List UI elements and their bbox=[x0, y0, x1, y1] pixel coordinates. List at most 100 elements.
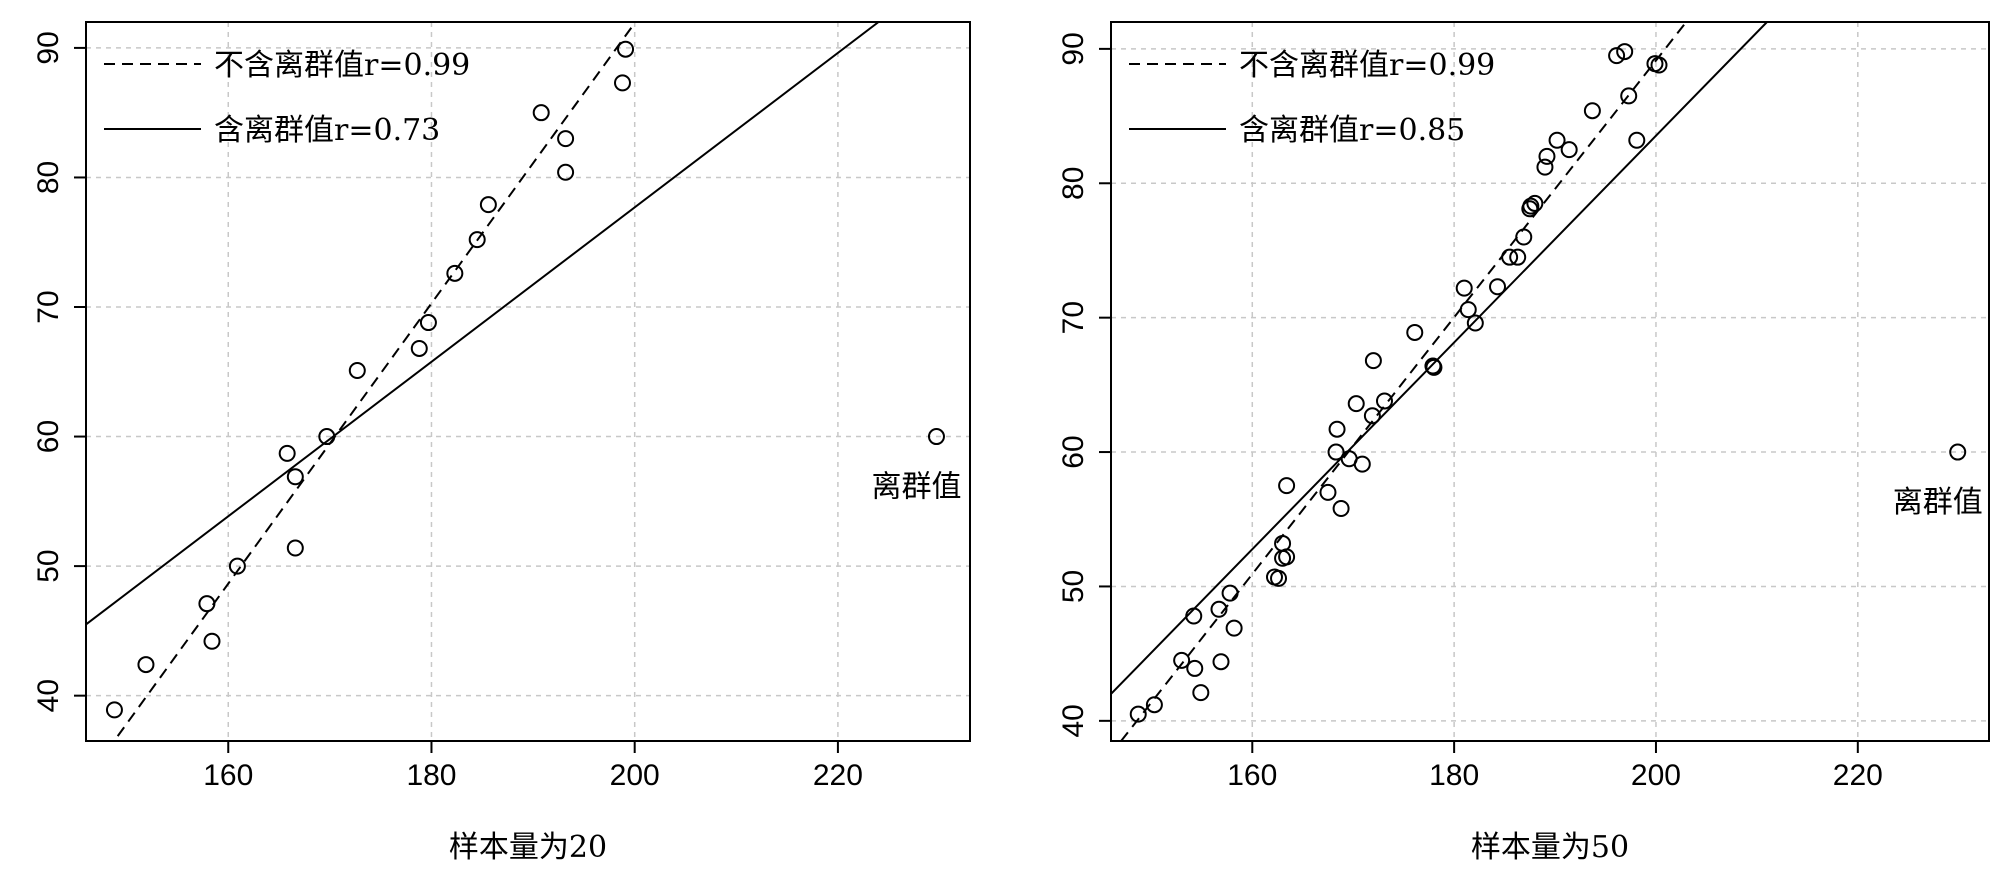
x-tick-label: 220 bbox=[813, 759, 863, 792]
legend-label: 不含离群值r=0.99 bbox=[214, 48, 470, 83]
y-tick-label: 80 bbox=[1057, 167, 1090, 200]
data-point bbox=[1501, 248, 1519, 266]
legend-label: 含离群值r=0.73 bbox=[214, 113, 440, 148]
data-point bbox=[446, 264, 464, 282]
data-point bbox=[1620, 87, 1638, 105]
data-point bbox=[1129, 705, 1147, 723]
legend-label: 含离群值r=0.85 bbox=[1239, 113, 1465, 148]
data-point bbox=[1332, 500, 1350, 518]
data-point bbox=[1363, 407, 1381, 425]
data-point bbox=[1347, 395, 1365, 413]
data-point bbox=[1185, 607, 1203, 625]
data-point bbox=[1186, 659, 1204, 677]
plot-frame bbox=[85, 21, 971, 742]
data-point bbox=[1327, 443, 1345, 461]
y-tick-label: 80 bbox=[32, 161, 65, 194]
data-point bbox=[1210, 600, 1228, 618]
data-point bbox=[1509, 248, 1527, 266]
data-point bbox=[1608, 47, 1626, 65]
outlier-annotation: 离群值 bbox=[871, 470, 961, 505]
data-point bbox=[1270, 569, 1288, 587]
data-point bbox=[1319, 483, 1337, 501]
y-tick-label: 70 bbox=[32, 290, 65, 323]
data-point bbox=[1459, 301, 1477, 319]
scatter-panel-sample-20: 160 180 200 220 40 50 60 70 80 90 样本量为20 不含离群值r=0.9… bbox=[32, 21, 971, 865]
data-point bbox=[286, 539, 304, 557]
data-point bbox=[1278, 477, 1296, 495]
data-point bbox=[1616, 43, 1634, 61]
data-point bbox=[1466, 314, 1484, 332]
data-point bbox=[1455, 279, 1473, 297]
data-point bbox=[1406, 323, 1424, 341]
data-point bbox=[479, 196, 497, 214]
data-point bbox=[203, 632, 221, 650]
data-point bbox=[410, 339, 428, 357]
outlier-annotation: 离群值 bbox=[1893, 485, 1983, 520]
data-point bbox=[1538, 147, 1556, 165]
fit-line-with-outlier bbox=[86, 22, 880, 626]
data-point bbox=[105, 701, 123, 719]
y-tick-label: 90 bbox=[32, 31, 65, 64]
data-point bbox=[1650, 56, 1668, 74]
data-point bbox=[1628, 131, 1646, 149]
data-point bbox=[1145, 696, 1163, 714]
data-point bbox=[1425, 358, 1443, 376]
data-point bbox=[557, 163, 575, 181]
fit-line-without-outlier bbox=[1120, 22, 1688, 741]
legend-label: 不含离群值r=0.99 bbox=[1239, 48, 1495, 83]
data-point bbox=[1173, 651, 1191, 669]
data-point bbox=[1536, 158, 1554, 176]
data-point bbox=[1225, 619, 1243, 637]
data-point bbox=[228, 557, 246, 575]
data-point bbox=[1548, 131, 1566, 149]
y-tick-label: 40 bbox=[32, 679, 65, 712]
x-axis-label: 样本量为50 bbox=[1471, 830, 1629, 865]
x-tick-label: 200 bbox=[610, 759, 660, 792]
y-tick-label: 50 bbox=[1057, 570, 1090, 603]
data-point bbox=[1353, 455, 1371, 473]
data-point bbox=[198, 595, 216, 613]
fit-line-with-outlier bbox=[1111, 22, 1768, 695]
y-tick-label: 60 bbox=[32, 420, 65, 453]
data-point bbox=[318, 428, 336, 446]
data-point bbox=[286, 468, 304, 486]
data-point bbox=[927, 428, 945, 446]
data-point bbox=[1221, 584, 1239, 602]
data-point bbox=[1328, 420, 1346, 438]
y-tick-label: 70 bbox=[1057, 301, 1090, 334]
x-tick-label: 200 bbox=[1631, 759, 1681, 792]
y-tick-label: 50 bbox=[32, 549, 65, 582]
data-point bbox=[1375, 392, 1393, 410]
data-point bbox=[1212, 653, 1230, 671]
x-axis-label: 样本量为20 bbox=[449, 830, 607, 865]
data-point bbox=[1522, 197, 1540, 215]
data-point bbox=[1526, 194, 1544, 212]
data-point bbox=[617, 40, 635, 58]
y-tick-label: 60 bbox=[1057, 435, 1090, 468]
x-tick-label: 180 bbox=[406, 759, 456, 792]
data-point bbox=[419, 314, 437, 332]
data-point bbox=[348, 361, 366, 379]
data-point bbox=[1364, 352, 1382, 370]
fit-line-without-outlier bbox=[112, 22, 637, 741]
data-point bbox=[468, 231, 486, 249]
data-point bbox=[1489, 278, 1507, 296]
x-tick-label: 220 bbox=[1833, 759, 1883, 792]
data-point bbox=[1192, 684, 1210, 702]
y-tick-label: 90 bbox=[1057, 32, 1090, 65]
y-tick-label: 40 bbox=[1057, 704, 1090, 737]
data-point bbox=[613, 74, 631, 92]
data-point bbox=[1278, 548, 1296, 566]
data-point bbox=[1515, 228, 1533, 246]
x-tick-label: 160 bbox=[1227, 759, 1277, 792]
data-point bbox=[1583, 102, 1601, 120]
data-point bbox=[1949, 443, 1967, 461]
data-point bbox=[278, 444, 296, 462]
data-point bbox=[557, 130, 575, 148]
data-point bbox=[532, 104, 550, 122]
scatter-panel-sample-50: 160 180 200 220 40 50 60 70 80 90 样本量为50 不含离群值r=0.9… bbox=[1057, 21, 1990, 865]
x-tick-label: 160 bbox=[203, 759, 253, 792]
data-point bbox=[137, 656, 155, 674]
x-tick-label: 180 bbox=[1429, 759, 1479, 792]
